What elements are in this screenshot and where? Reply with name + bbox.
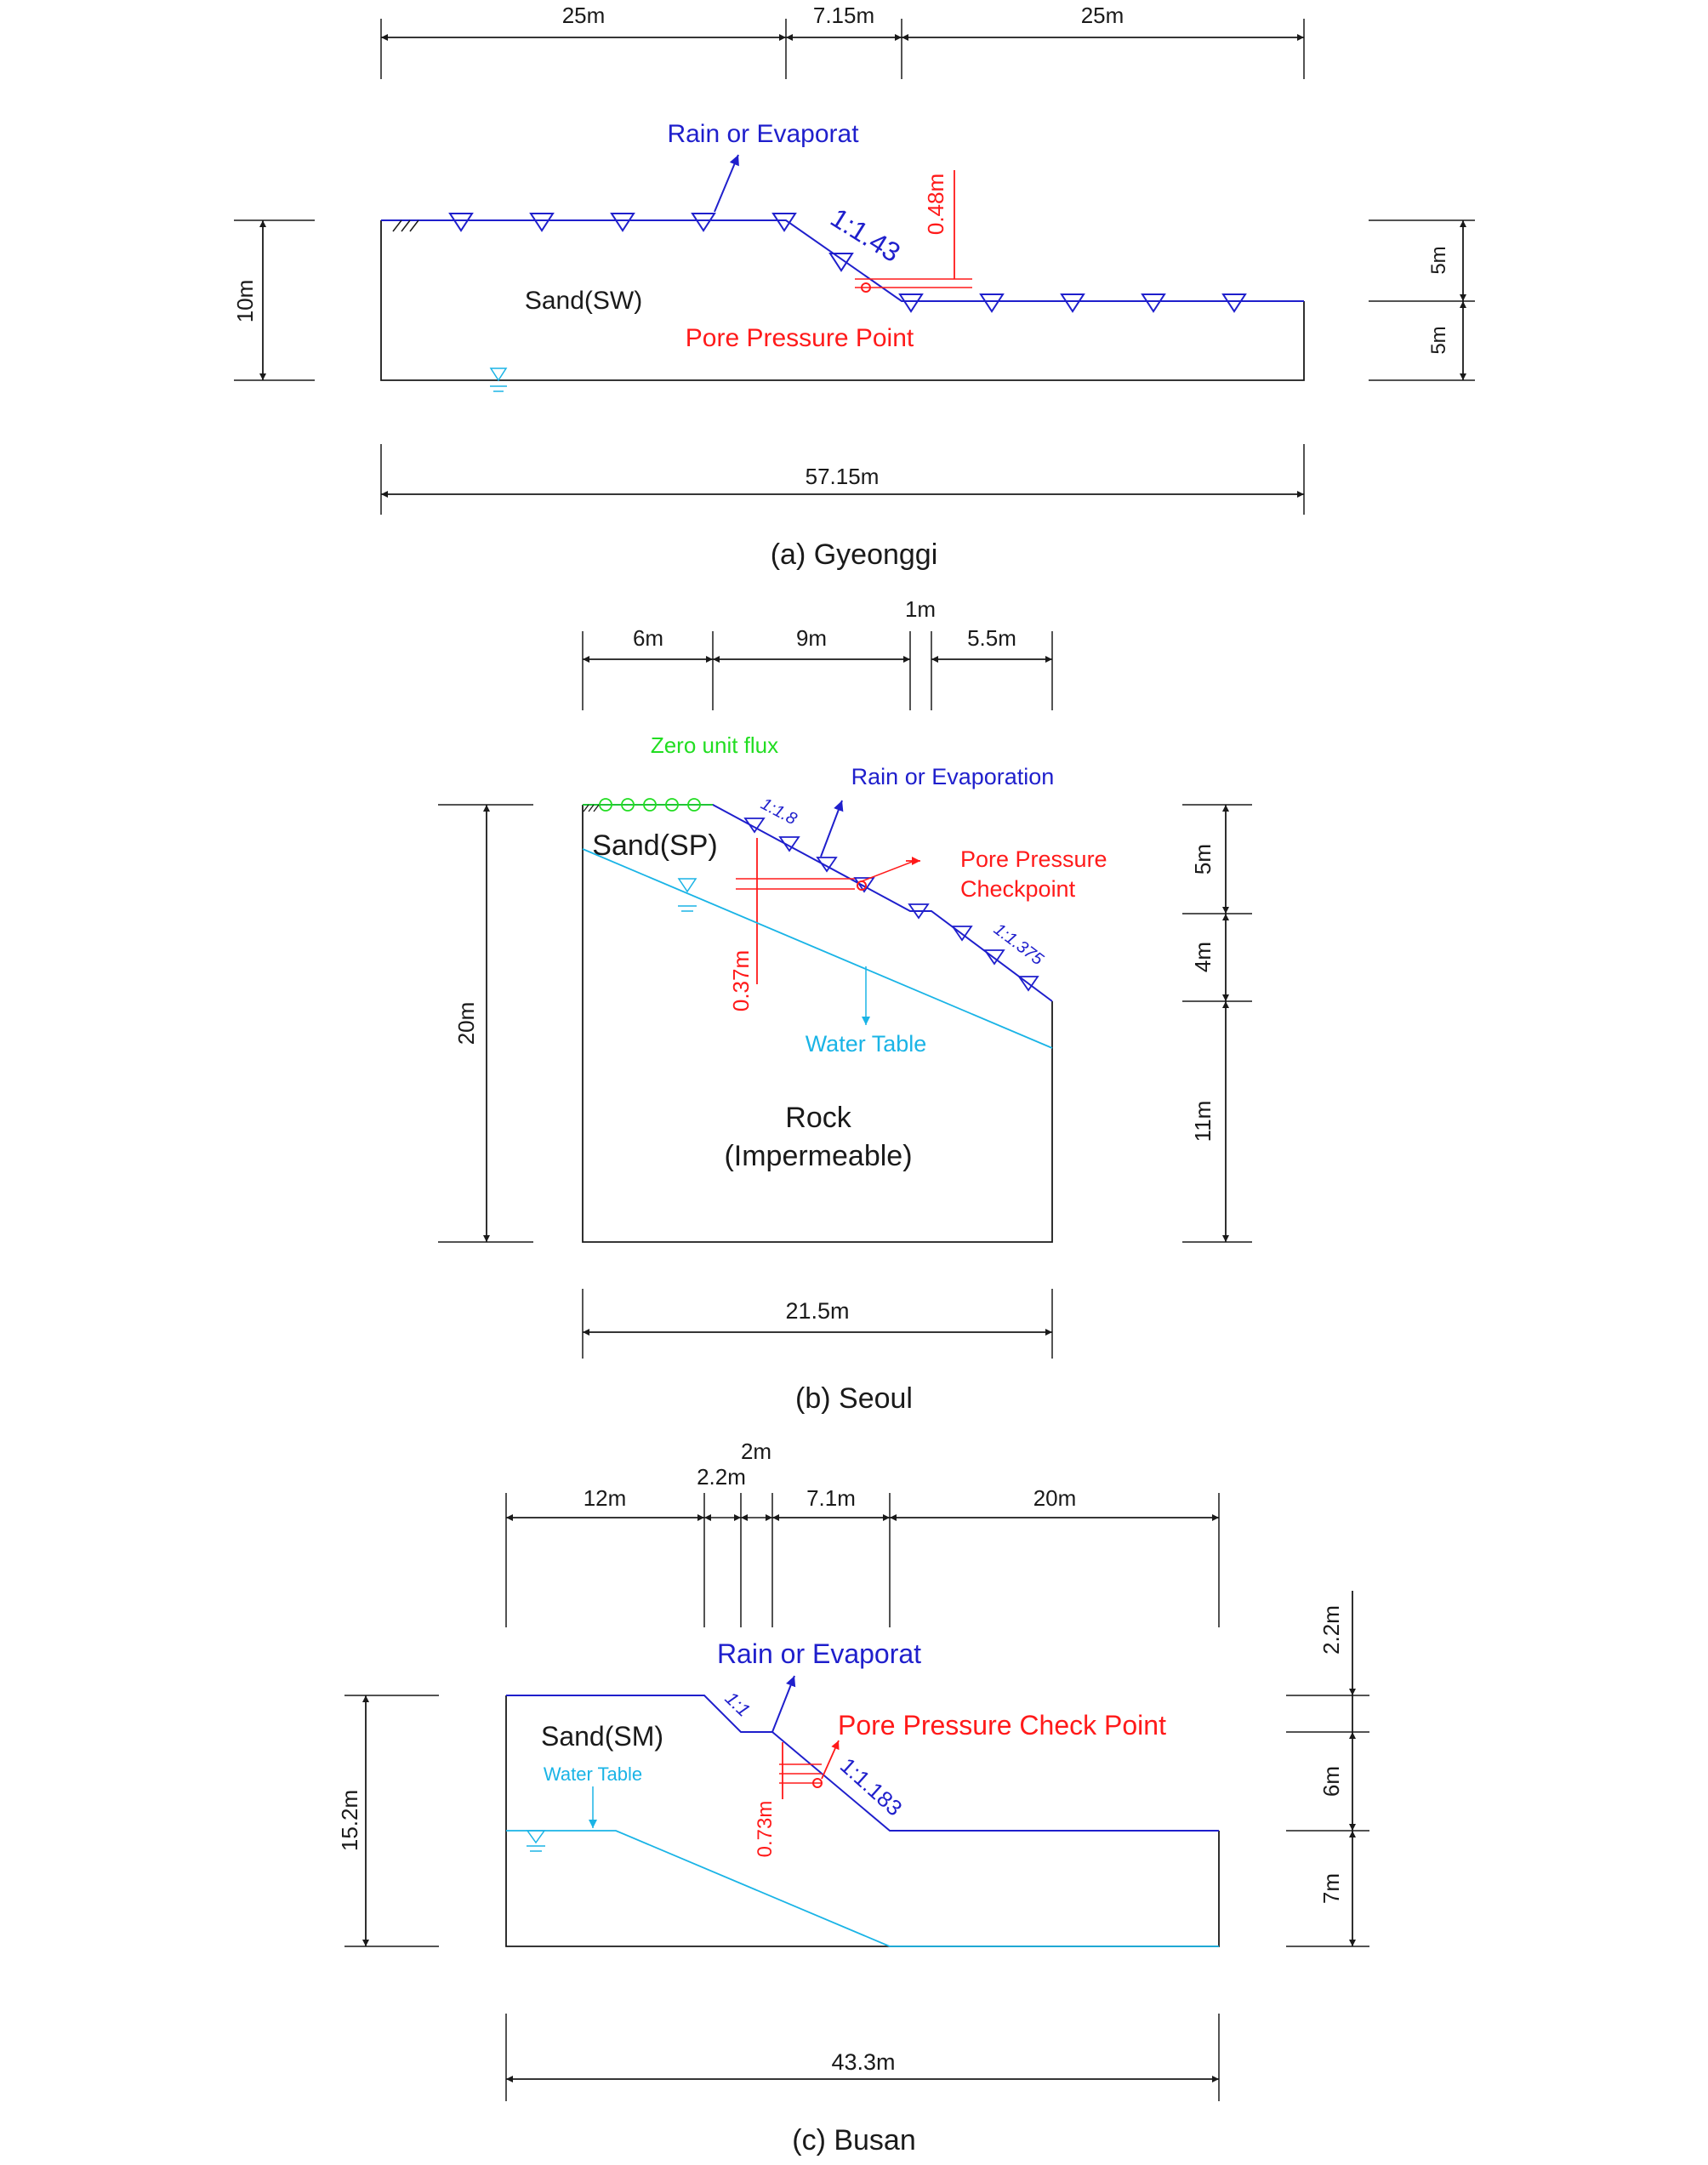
panel-b-dim-top-1: 6m <box>633 625 663 651</box>
panel-c-water-table-symbol <box>526 1830 546 1852</box>
panel-b-rain-label: Rain or Evaporation <box>851 764 1055 789</box>
panel-a-dim-top-3: 25m <box>1081 3 1124 28</box>
panel-b-dim-right-2: 4m <box>1190 942 1216 972</box>
panel-a-caption: (a) Gyeonggi <box>771 538 938 571</box>
panel-c-model-outline <box>505 1695 1220 1947</box>
panel-b-rock-label: Rock <box>785 1102 851 1134</box>
panel-c-total-dimension <box>505 2014 1220 2101</box>
panel-b-top-dimension <box>582 631 1053 710</box>
panel-a-top-dimension <box>380 19 1305 79</box>
panel-a-dim-height: 10m <box>232 280 258 323</box>
panel-c-pore-label: Pore Pressure Check Point <box>838 1710 1166 1741</box>
panel-c-caption: (c) Busan <box>792 2124 916 2156</box>
panel-b-height-dimension <box>438 804 533 1243</box>
panel-c-right-dimension <box>1286 1591 1369 1947</box>
panel-c-ground-surface <box>506 1695 1219 1832</box>
panel-b-water-table-symbol <box>677 878 697 912</box>
panel-a-depth-label: 0.48m <box>923 174 948 235</box>
panel-c-dim-right-2: 6m <box>1318 1766 1344 1797</box>
panel-c-top-dimension <box>505 1493 1220 1627</box>
panel-c-dim-right-3: 7m <box>1318 1873 1344 1904</box>
panel-b-pore-label-1: Pore Pressure <box>960 846 1107 872</box>
panel-c-rain-arrow <box>771 1675 796 1733</box>
panel-b-seoul: 6m 9m 1m 5.5m Zero unit flux <box>438 596 1252 1415</box>
panel-b-total-dimension <box>582 1289 1053 1359</box>
panel-c-pore-point-marker <box>779 1742 823 1799</box>
panel-b-dim-height: 20m <box>453 1002 479 1045</box>
panel-a-total-dimension <box>380 444 1305 515</box>
panel-b-zero-flux-label: Zero unit flux <box>651 732 778 758</box>
panel-c-material-label: Sand(SM) <box>541 1721 663 1752</box>
panel-c-dim-top-5: 20m <box>1033 1485 1077 1511</box>
panel-b-right-dimension <box>1182 804 1252 1243</box>
panel-c-dim-total: 43.3m <box>831 2049 895 2075</box>
panel-c-dim-top-1: 12m <box>584 1485 627 1511</box>
panel-a-right-dimension <box>1369 219 1475 381</box>
panel-c-water-table-line <box>506 1830 1219 1947</box>
panel-b-material-label: Sand(SP) <box>592 829 717 862</box>
panel-a-pore-point-marker <box>855 170 972 293</box>
panel-b-caption: (b) Seoul <box>795 1382 913 1415</box>
panel-b-water-table-label: Water Table <box>806 1031 927 1057</box>
panel-b-dim-top-3: 1m <box>905 596 936 622</box>
panel-a-dim-top-1: 25m <box>562 3 606 28</box>
panel-b-pore-arrow <box>861 860 915 882</box>
panel-c-depth-label: 0.73m <box>754 1801 777 1858</box>
panel-c-height-dimension <box>344 1695 439 1947</box>
panel-b-dim-right-1: 5m <box>1190 844 1216 875</box>
panel-b-dim-top-2: 9m <box>796 625 827 651</box>
panel-c-pore-arrow <box>821 1740 840 1780</box>
panel-b-pore-label-2: Checkpoint <box>960 876 1076 902</box>
panel-a-ground-hatch <box>392 219 419 232</box>
panel-c-dim-height: 15.2m <box>337 1790 362 1851</box>
panel-b-rock-sub-label: (Impermeable) <box>724 1140 912 1172</box>
panel-b-dim-right-3: 11m <box>1190 1101 1216 1142</box>
panel-c-dim-top-4: 7.1m <box>806 1485 856 1511</box>
panel-c-water-table-label: Water Table <box>544 1763 642 1785</box>
panel-c-slope1-label: 1:1 <box>721 1688 754 1721</box>
panel-a-model-outline <box>380 220 1305 381</box>
panel-c-dim-top-2: 2.2m <box>697 1464 746 1490</box>
panel-b-pore-point-marker <box>736 838 867 984</box>
panel-c-busan: 12m 2.2m 2m 7.1m 20m Water Table Rain or… <box>337 1439 1369 2156</box>
panel-b-model-outline <box>582 805 1053 1243</box>
panel-c-slope2-label: 1:1.183 <box>835 1752 908 1820</box>
panel-b-zero-flux-markers <box>583 798 713 812</box>
panel-a-height-dimension <box>234 219 315 381</box>
panel-b-rain-arrow <box>820 800 844 857</box>
panel-a-dim-top-2: 7.15m <box>813 3 874 28</box>
panel-b-dim-total: 21.5m <box>785 1298 849 1324</box>
panel-a-dim-total: 57.15m <box>806 464 880 489</box>
panel-b-flux-markers <box>743 818 1039 992</box>
panel-a-rain-label: Rain or Evaporat <box>667 120 859 148</box>
panel-a-ground-surface <box>381 219 1304 302</box>
panel-a-dim-right-1: 5m <box>1427 246 1450 274</box>
panel-c-dim-right-1: 2.2m <box>1318 1605 1344 1655</box>
panel-b-depth-label: 0.37m <box>728 950 754 1011</box>
panel-a-pore-label: Pore Pressure Point <box>686 324 914 352</box>
panel-a-flux-markers <box>448 213 1247 313</box>
panel-a-dim-right-2: 5m <box>1427 326 1450 354</box>
panel-c-rain-label: Rain or Evaporat <box>717 1638 921 1669</box>
panel-b-water-table-line <box>582 848 1053 1049</box>
panel-a-material-label: Sand(SW) <box>525 287 642 315</box>
panel-a-slope-label: 1:1.43 <box>825 202 906 268</box>
panel-a-gyeonggi: 25m 7.15m 25m Rain or Evapora <box>232 3 1475 571</box>
panel-b-dim-top-4: 5.5m <box>967 625 1016 651</box>
panel-b-slope1-label: 1:1.8 <box>758 795 800 829</box>
panel-a-rain-arrow <box>714 154 739 213</box>
panel-b-ground-hatch <box>583 804 600 812</box>
panel-a-water-table-symbol <box>489 367 508 392</box>
panel-c-dim-top-3: 2m <box>741 1439 771 1464</box>
